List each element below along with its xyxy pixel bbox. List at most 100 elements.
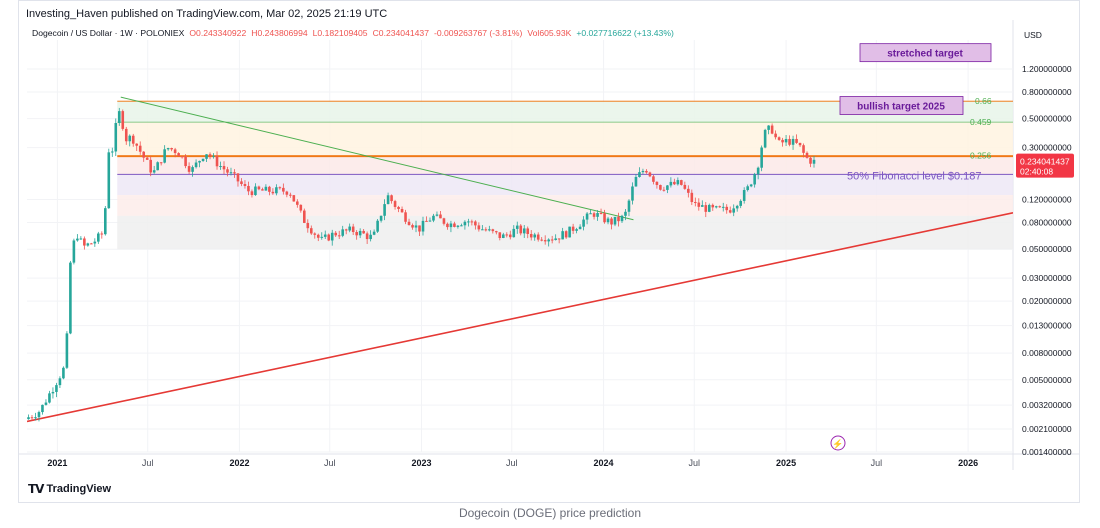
candle-body xyxy=(495,231,498,233)
candle-body xyxy=(107,152,111,209)
flash-icon xyxy=(830,435,846,451)
candle-body xyxy=(481,229,484,231)
fib-zone-band xyxy=(117,101,1013,123)
candle-body xyxy=(770,125,774,134)
candle-body xyxy=(282,187,285,192)
candle-body xyxy=(470,221,474,223)
candle-body xyxy=(55,385,58,392)
legend-open: O0.243340922 xyxy=(189,28,246,38)
candle-body xyxy=(676,180,680,185)
fib-level-label: 0.256 xyxy=(970,151,992,161)
candle-body xyxy=(617,216,620,222)
candle-body xyxy=(561,231,564,240)
last-price-tag xyxy=(1016,153,1074,178)
candle-body xyxy=(554,238,557,241)
candle-body xyxy=(97,233,100,242)
candle-body xyxy=(233,172,236,174)
candle-body xyxy=(83,238,86,246)
candle-body xyxy=(124,128,128,142)
candle-body xyxy=(254,186,257,196)
candle-body xyxy=(522,228,526,234)
candle-body xyxy=(694,202,697,204)
candle-body xyxy=(550,239,554,241)
legend-symbol: Dogecoin / US Dollar · 1W · POLONIEX xyxy=(32,28,185,38)
candle-body xyxy=(690,192,694,203)
candle-body xyxy=(58,378,62,386)
candle-body xyxy=(243,184,247,186)
candle-body xyxy=(306,222,310,229)
candle-body xyxy=(508,234,512,238)
candle-body xyxy=(400,209,404,213)
candle-body xyxy=(79,238,83,240)
candle-body xyxy=(805,152,809,158)
bar-countdown-label: 02:40:08 xyxy=(1020,167,1053,177)
candle-body xyxy=(557,238,561,240)
x-tick-label: Jul xyxy=(324,458,336,468)
candle-body xyxy=(498,232,502,239)
figure-caption: Dogecoin (DOGE) price prediction xyxy=(458,506,642,520)
candle-body xyxy=(735,205,739,209)
candle-body xyxy=(299,204,303,211)
y-tick-label: 0.300000000 xyxy=(1022,143,1072,153)
candle-body xyxy=(467,221,470,223)
legend-volume: Vol605.93K xyxy=(527,28,571,38)
candle-body xyxy=(390,195,393,202)
y-tick-label: 0.050000000 xyxy=(1022,244,1072,254)
candle-body xyxy=(41,404,44,413)
candle-body xyxy=(460,225,463,227)
candle-body xyxy=(728,210,732,213)
candle-body xyxy=(184,156,187,167)
candle-body xyxy=(655,181,659,185)
candle-body xyxy=(309,228,313,234)
candle-body xyxy=(732,208,736,213)
bullish-target-label: bullish target 2025 xyxy=(857,102,945,113)
candle-body xyxy=(334,232,338,236)
candle-body xyxy=(90,243,93,245)
candle-body xyxy=(638,172,641,177)
candle-body xyxy=(117,111,121,123)
candle-body xyxy=(62,367,65,379)
candle-body xyxy=(131,135,135,144)
candle-body xyxy=(501,234,505,239)
flash-glyph-icon: ⚡ xyxy=(832,438,843,450)
candle-body xyxy=(463,221,467,226)
candle-body xyxy=(425,220,428,222)
tradingview-logo-icon: 𝗧𝗩 xyxy=(28,482,45,496)
candle-body xyxy=(156,162,159,171)
candle-body xyxy=(348,226,351,231)
candle-body xyxy=(488,229,491,231)
candle-body xyxy=(327,234,331,241)
candle-body xyxy=(529,233,533,238)
candle-body xyxy=(292,195,296,202)
y-tick-label: 0.020000000 xyxy=(1022,296,1072,306)
candle-body xyxy=(407,221,411,226)
candle-body xyxy=(784,138,788,143)
candle-body xyxy=(198,160,201,163)
candle-body xyxy=(386,195,390,205)
candle-body xyxy=(641,170,645,173)
candle-body xyxy=(627,200,631,212)
candle-body xyxy=(86,243,90,246)
candle-body xyxy=(341,229,345,236)
candle-body xyxy=(718,206,722,208)
candle-body xyxy=(707,204,711,212)
candle-body xyxy=(69,262,72,334)
candle-body xyxy=(439,214,442,219)
candle-body xyxy=(208,154,212,157)
x-tick-label: 2025 xyxy=(776,458,796,468)
candle-body xyxy=(149,159,152,173)
candle-body xyxy=(379,215,383,221)
candle-body xyxy=(76,238,79,241)
x-tick-label: 2022 xyxy=(229,458,249,468)
candle-body xyxy=(442,218,446,224)
candle-body xyxy=(603,213,606,223)
candle-body xyxy=(159,162,163,164)
candle-body xyxy=(142,151,146,158)
candle-body xyxy=(145,157,149,160)
candle-body xyxy=(393,201,397,207)
fib-50-label: 50% Fibonacci level $0.187 xyxy=(847,170,982,182)
candle-body xyxy=(788,138,791,145)
price-chart[interactable]: 0.66 0.459 0.256 stretched target bullish ta… xyxy=(0,0,1100,500)
candle-body xyxy=(756,167,760,175)
candle-body xyxy=(449,223,453,228)
